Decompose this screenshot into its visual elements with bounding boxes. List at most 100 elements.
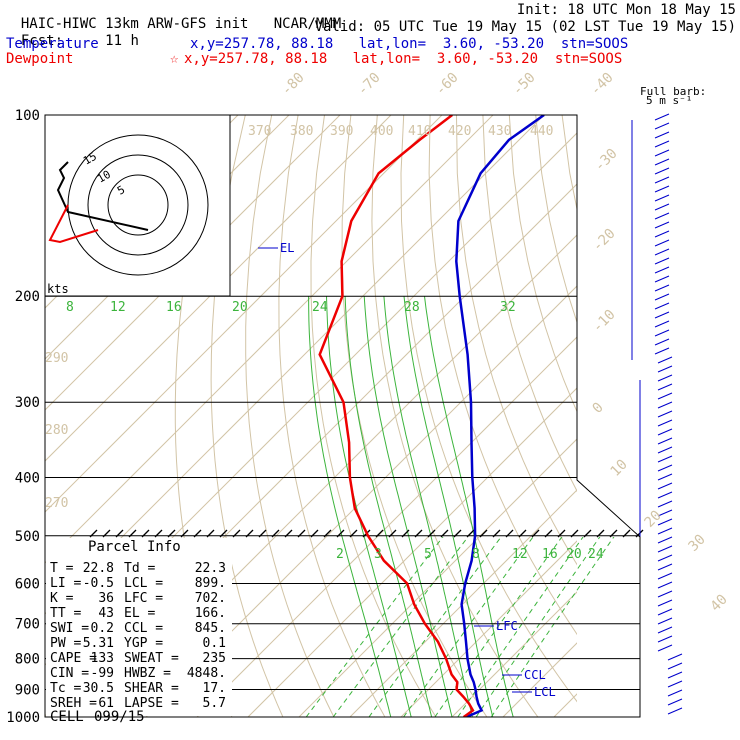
tick-mark (622, 529, 631, 538)
parcel-value: -0.5 (82, 576, 114, 591)
parcel-value: 4848. (186, 666, 226, 681)
wind-barb (654, 311, 670, 319)
parcel-label: CIN = (50, 666, 90, 681)
wind-barb (657, 365, 673, 373)
wind-barb (654, 302, 670, 310)
parcel-info-title: Parcel Info (88, 539, 181, 555)
isotherm-line (45, 115, 545, 615)
pressure-label: 400 (15, 470, 40, 486)
fcst-label: Fcst: (20, 33, 64, 49)
isotherm-line (451, 591, 577, 717)
moist-adiabat-label: 28 (404, 300, 420, 315)
parcel-value: 845. (194, 621, 226, 636)
isotherm-label: -10 (590, 307, 619, 336)
wind-barb (657, 473, 673, 481)
tick-mark (180, 529, 189, 538)
parcel-label: EL = (124, 606, 156, 621)
dewpoint-legend: Dewpoint (6, 51, 74, 67)
barb-legend-value: 5 m s⁻¹ (646, 94, 693, 107)
wind-barb (657, 527, 673, 535)
hodograph-trace-upper (56, 161, 149, 231)
parcel-value: 17. (202, 681, 226, 696)
parcel-label: YGP = (124, 636, 164, 651)
isotherm-label: 20 (642, 508, 665, 531)
isotherm-line (247, 387, 577, 717)
dry-adiabat-line (371, 115, 539, 717)
tick-mark (492, 529, 501, 538)
mixing-ratio-line (332, 537, 470, 717)
adiabat-label: 290 (45, 351, 68, 366)
mixing-ratio-label: 24 (588, 547, 604, 562)
dry-adiabat-line (535, 115, 577, 324)
wind-barb (657, 518, 673, 526)
wind-barb (654, 293, 670, 301)
moist-adiabat-label: 12 (110, 300, 126, 315)
dry-adiabat-line (641, 115, 740, 730)
valid-time: Valid: 05 UTC Tue 19 May 15 (02 LST Tue … (314, 19, 736, 35)
adiabat-label: 390 (330, 124, 353, 139)
parcel-label: Td = (124, 561, 156, 576)
tick-mark (141, 529, 150, 538)
parcel-value: 30.5 (82, 681, 114, 696)
wind-barb (667, 662, 683, 670)
wind-barb (654, 266, 670, 274)
tick-mark (258, 529, 267, 538)
tick-mark (128, 529, 137, 538)
pressure-label: 200 (15, 289, 40, 305)
isotherm-line (605, 115, 740, 717)
parcel-value: 133 (90, 651, 114, 666)
wind-barb (654, 284, 670, 292)
wind-barb (657, 572, 673, 580)
wind-barb (657, 491, 673, 499)
wind-barb (654, 329, 670, 337)
tick-mark (557, 529, 566, 538)
temperature-location: x,y=257.78, 88.18 lat,lon= 3.60, -53.20 … (190, 36, 629, 52)
parcel-value: 235 (202, 651, 226, 666)
isotherm-line (400, 540, 577, 717)
tick-mark (505, 529, 514, 538)
mixing-ratio-label: 12 (512, 547, 528, 562)
mixing-ratio-line (457, 537, 585, 717)
adiabat-label: 400 (370, 124, 393, 139)
model-line: HAIC-HIWC 13km ARW-GFS init (20, 16, 249, 32)
wind-barb (657, 500, 673, 508)
tick-mark (414, 529, 423, 538)
wind-barb (654, 185, 670, 193)
dry-adiabat-line (720, 115, 740, 730)
parcel-label: Tc = (50, 681, 82, 696)
dry-adiabat-line (694, 115, 740, 730)
pressure-label: 1000 (6, 710, 40, 726)
parcel-label: PW = (50, 636, 82, 651)
adiabat-label: 410 (408, 124, 431, 139)
parcel-value: 22.8 (82, 561, 114, 576)
pressure-label: 300 (15, 395, 40, 411)
wind-barb (667, 671, 683, 679)
parcel-label: SWI = (50, 621, 90, 636)
adiabat-label: 420 (448, 124, 471, 139)
wind-barb (654, 230, 670, 238)
tick-mark (310, 529, 319, 538)
mixing-ratio-line (434, 537, 564, 717)
dry-adiabat-line (589, 115, 740, 730)
mixing-ratio-label: 3 (374, 547, 382, 562)
isotherm-line (298, 438, 577, 717)
mixing-ratio-line (475, 537, 602, 717)
moist-adiabat-line (326, 296, 412, 718)
parcel-label: LAPSE = (124, 696, 179, 711)
pressure-label: 600 (15, 576, 40, 592)
parcel-label: SWEAT = (124, 651, 179, 666)
pressure-label: 500 (15, 529, 40, 545)
isotherm-label: -60 (433, 70, 462, 99)
wind-barb (667, 680, 683, 688)
wind-barb (657, 644, 673, 652)
dewpoint-profile-line (318, 115, 475, 717)
isotherm-line (196, 336, 577, 717)
wind-barb (654, 320, 670, 328)
pressure-label: 800 (15, 652, 40, 668)
wind-barb (654, 221, 670, 229)
tick-mark (440, 529, 449, 538)
dry-adiabat-line (456, 115, 577, 566)
level-label-lcl: LCL (534, 685, 556, 699)
wind-barb (657, 554, 673, 562)
